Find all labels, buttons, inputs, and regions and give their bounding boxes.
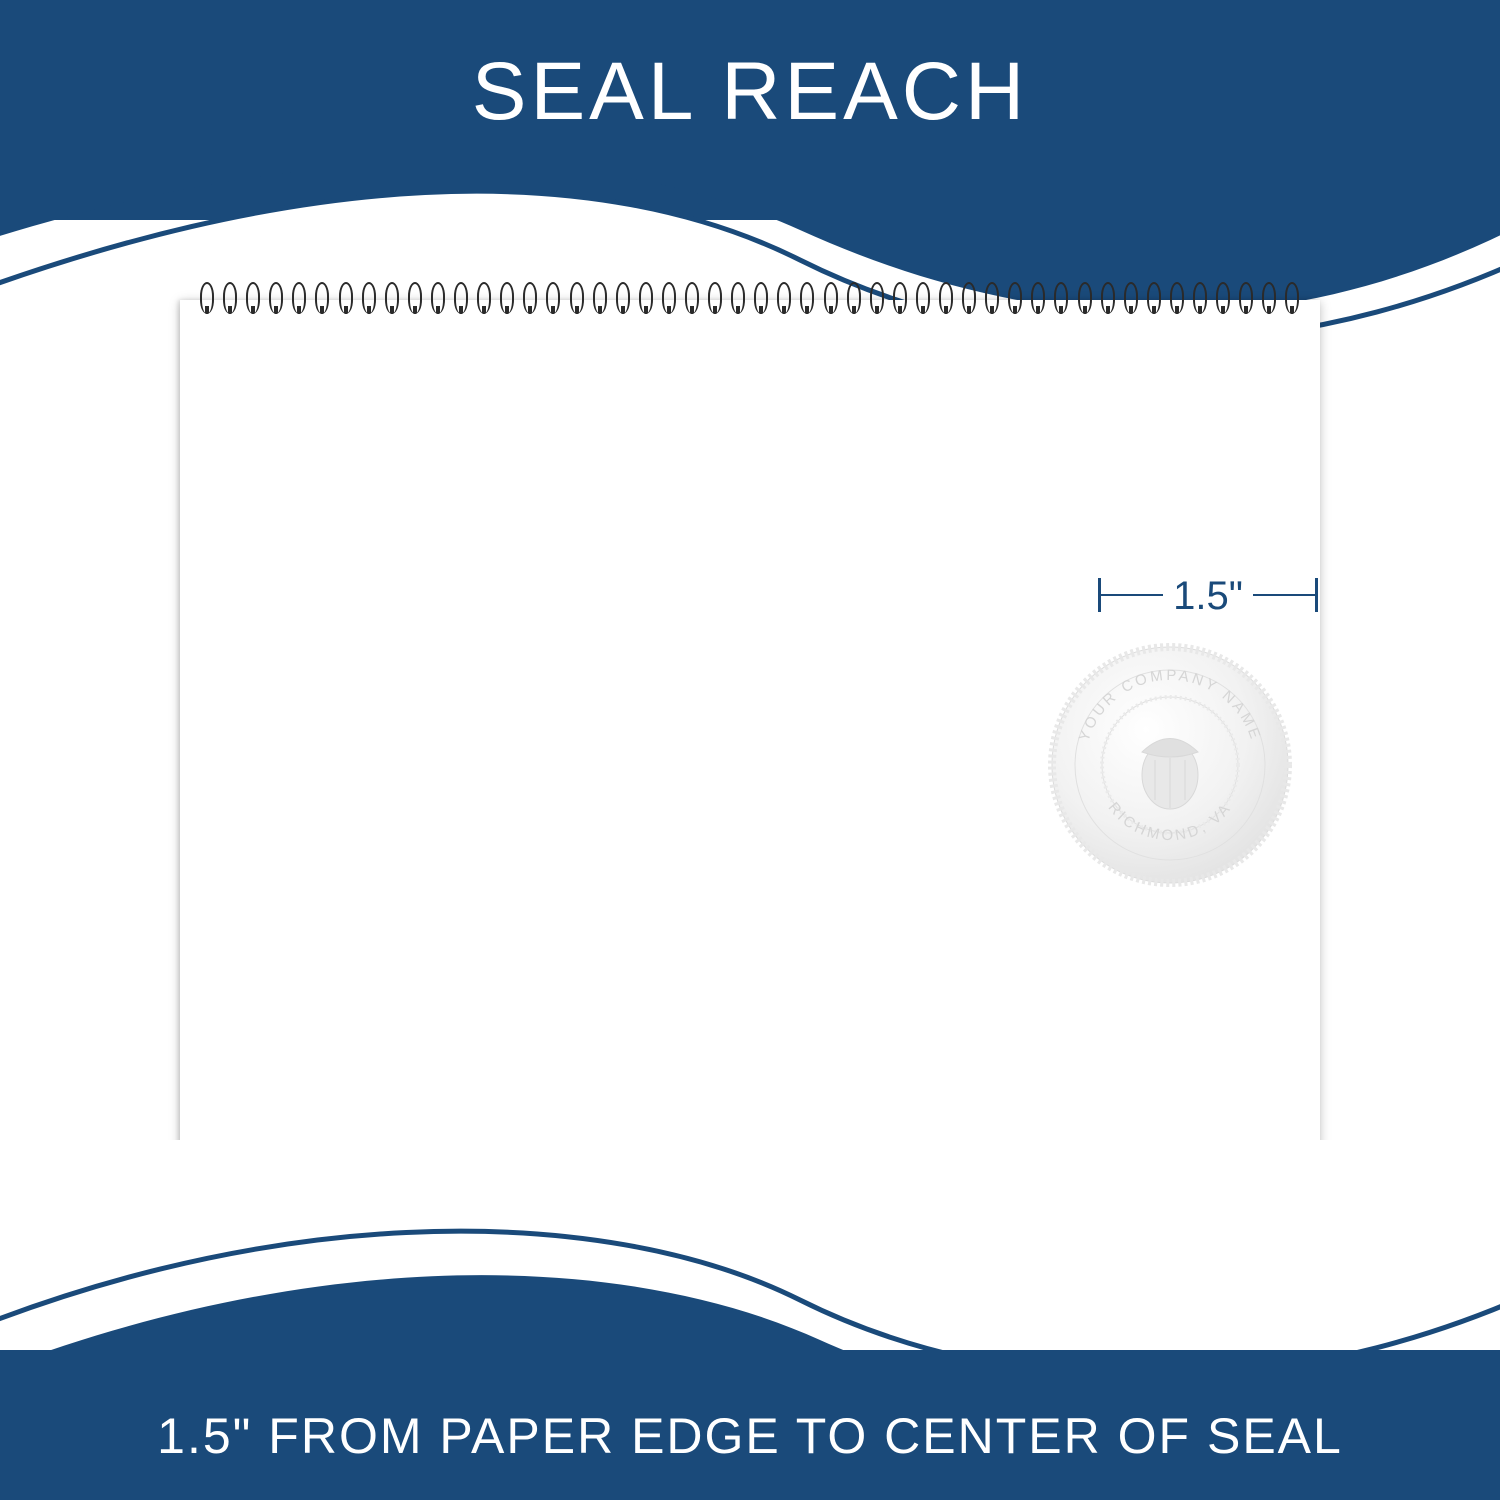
spiral-ring bbox=[639, 282, 653, 314]
spiral-ring bbox=[731, 282, 745, 314]
spiral-ring bbox=[385, 282, 399, 314]
spiral-ring bbox=[593, 282, 607, 314]
spiral-ring bbox=[870, 282, 884, 314]
spiral-ring bbox=[1078, 282, 1092, 314]
spiral-binding bbox=[200, 282, 1300, 318]
spiral-ring bbox=[1101, 282, 1115, 314]
spiral-ring bbox=[1008, 282, 1022, 314]
spiral-ring bbox=[408, 282, 422, 314]
spiral-ring bbox=[616, 282, 630, 314]
spiral-ring bbox=[916, 282, 930, 314]
spiral-ring bbox=[893, 282, 907, 314]
footer-caption: 1.5" FROM PAPER EDGE TO CENTER OF SEAL bbox=[0, 1407, 1500, 1465]
spiral-ring bbox=[1285, 282, 1299, 314]
spiral-ring bbox=[1216, 282, 1230, 314]
spiral-ring bbox=[1124, 282, 1138, 314]
spiral-ring bbox=[800, 282, 814, 314]
spiral-ring bbox=[824, 282, 838, 314]
spiral-ring bbox=[246, 282, 260, 314]
spiral-ring bbox=[454, 282, 468, 314]
spiral-ring bbox=[523, 282, 537, 314]
spiral-ring bbox=[1054, 282, 1068, 314]
measure-cap-left bbox=[1098, 578, 1101, 612]
measure-value: 1.5" bbox=[1163, 574, 1253, 619]
spiral-ring bbox=[1170, 282, 1184, 314]
spiral-ring bbox=[662, 282, 676, 314]
spiral-ring bbox=[570, 282, 584, 314]
spiral-ring bbox=[500, 282, 514, 314]
spiral-ring bbox=[362, 282, 376, 314]
spiral-ring bbox=[269, 282, 283, 314]
spiral-ring bbox=[847, 282, 861, 314]
spiral-ring bbox=[431, 282, 445, 314]
spiral-ring bbox=[939, 282, 953, 314]
spiral-ring bbox=[962, 282, 976, 314]
reach-measurement: 1.5" bbox=[1098, 570, 1318, 620]
measure-cap-right bbox=[1315, 578, 1318, 612]
spiral-ring bbox=[315, 282, 329, 314]
spiral-ring bbox=[777, 282, 791, 314]
spiral-ring bbox=[708, 282, 722, 314]
spiral-ring bbox=[1239, 282, 1253, 314]
page-title: SEAL REACH bbox=[0, 45, 1500, 139]
spiral-ring bbox=[754, 282, 768, 314]
embossed-seal: YOUR COMPANY NAME RICHMOND, VA bbox=[1045, 640, 1295, 890]
spiral-ring bbox=[292, 282, 306, 314]
spiral-ring bbox=[1147, 282, 1161, 314]
spiral-ring bbox=[223, 282, 237, 314]
spiral-ring bbox=[200, 282, 214, 314]
spiral-ring bbox=[1031, 282, 1045, 314]
spiral-ring bbox=[985, 282, 999, 314]
spiral-ring bbox=[1193, 282, 1207, 314]
spiral-ring bbox=[477, 282, 491, 314]
spiral-ring bbox=[339, 282, 353, 314]
spiral-ring bbox=[1262, 282, 1276, 314]
spiral-ring bbox=[685, 282, 699, 314]
spiral-ring bbox=[546, 282, 560, 314]
